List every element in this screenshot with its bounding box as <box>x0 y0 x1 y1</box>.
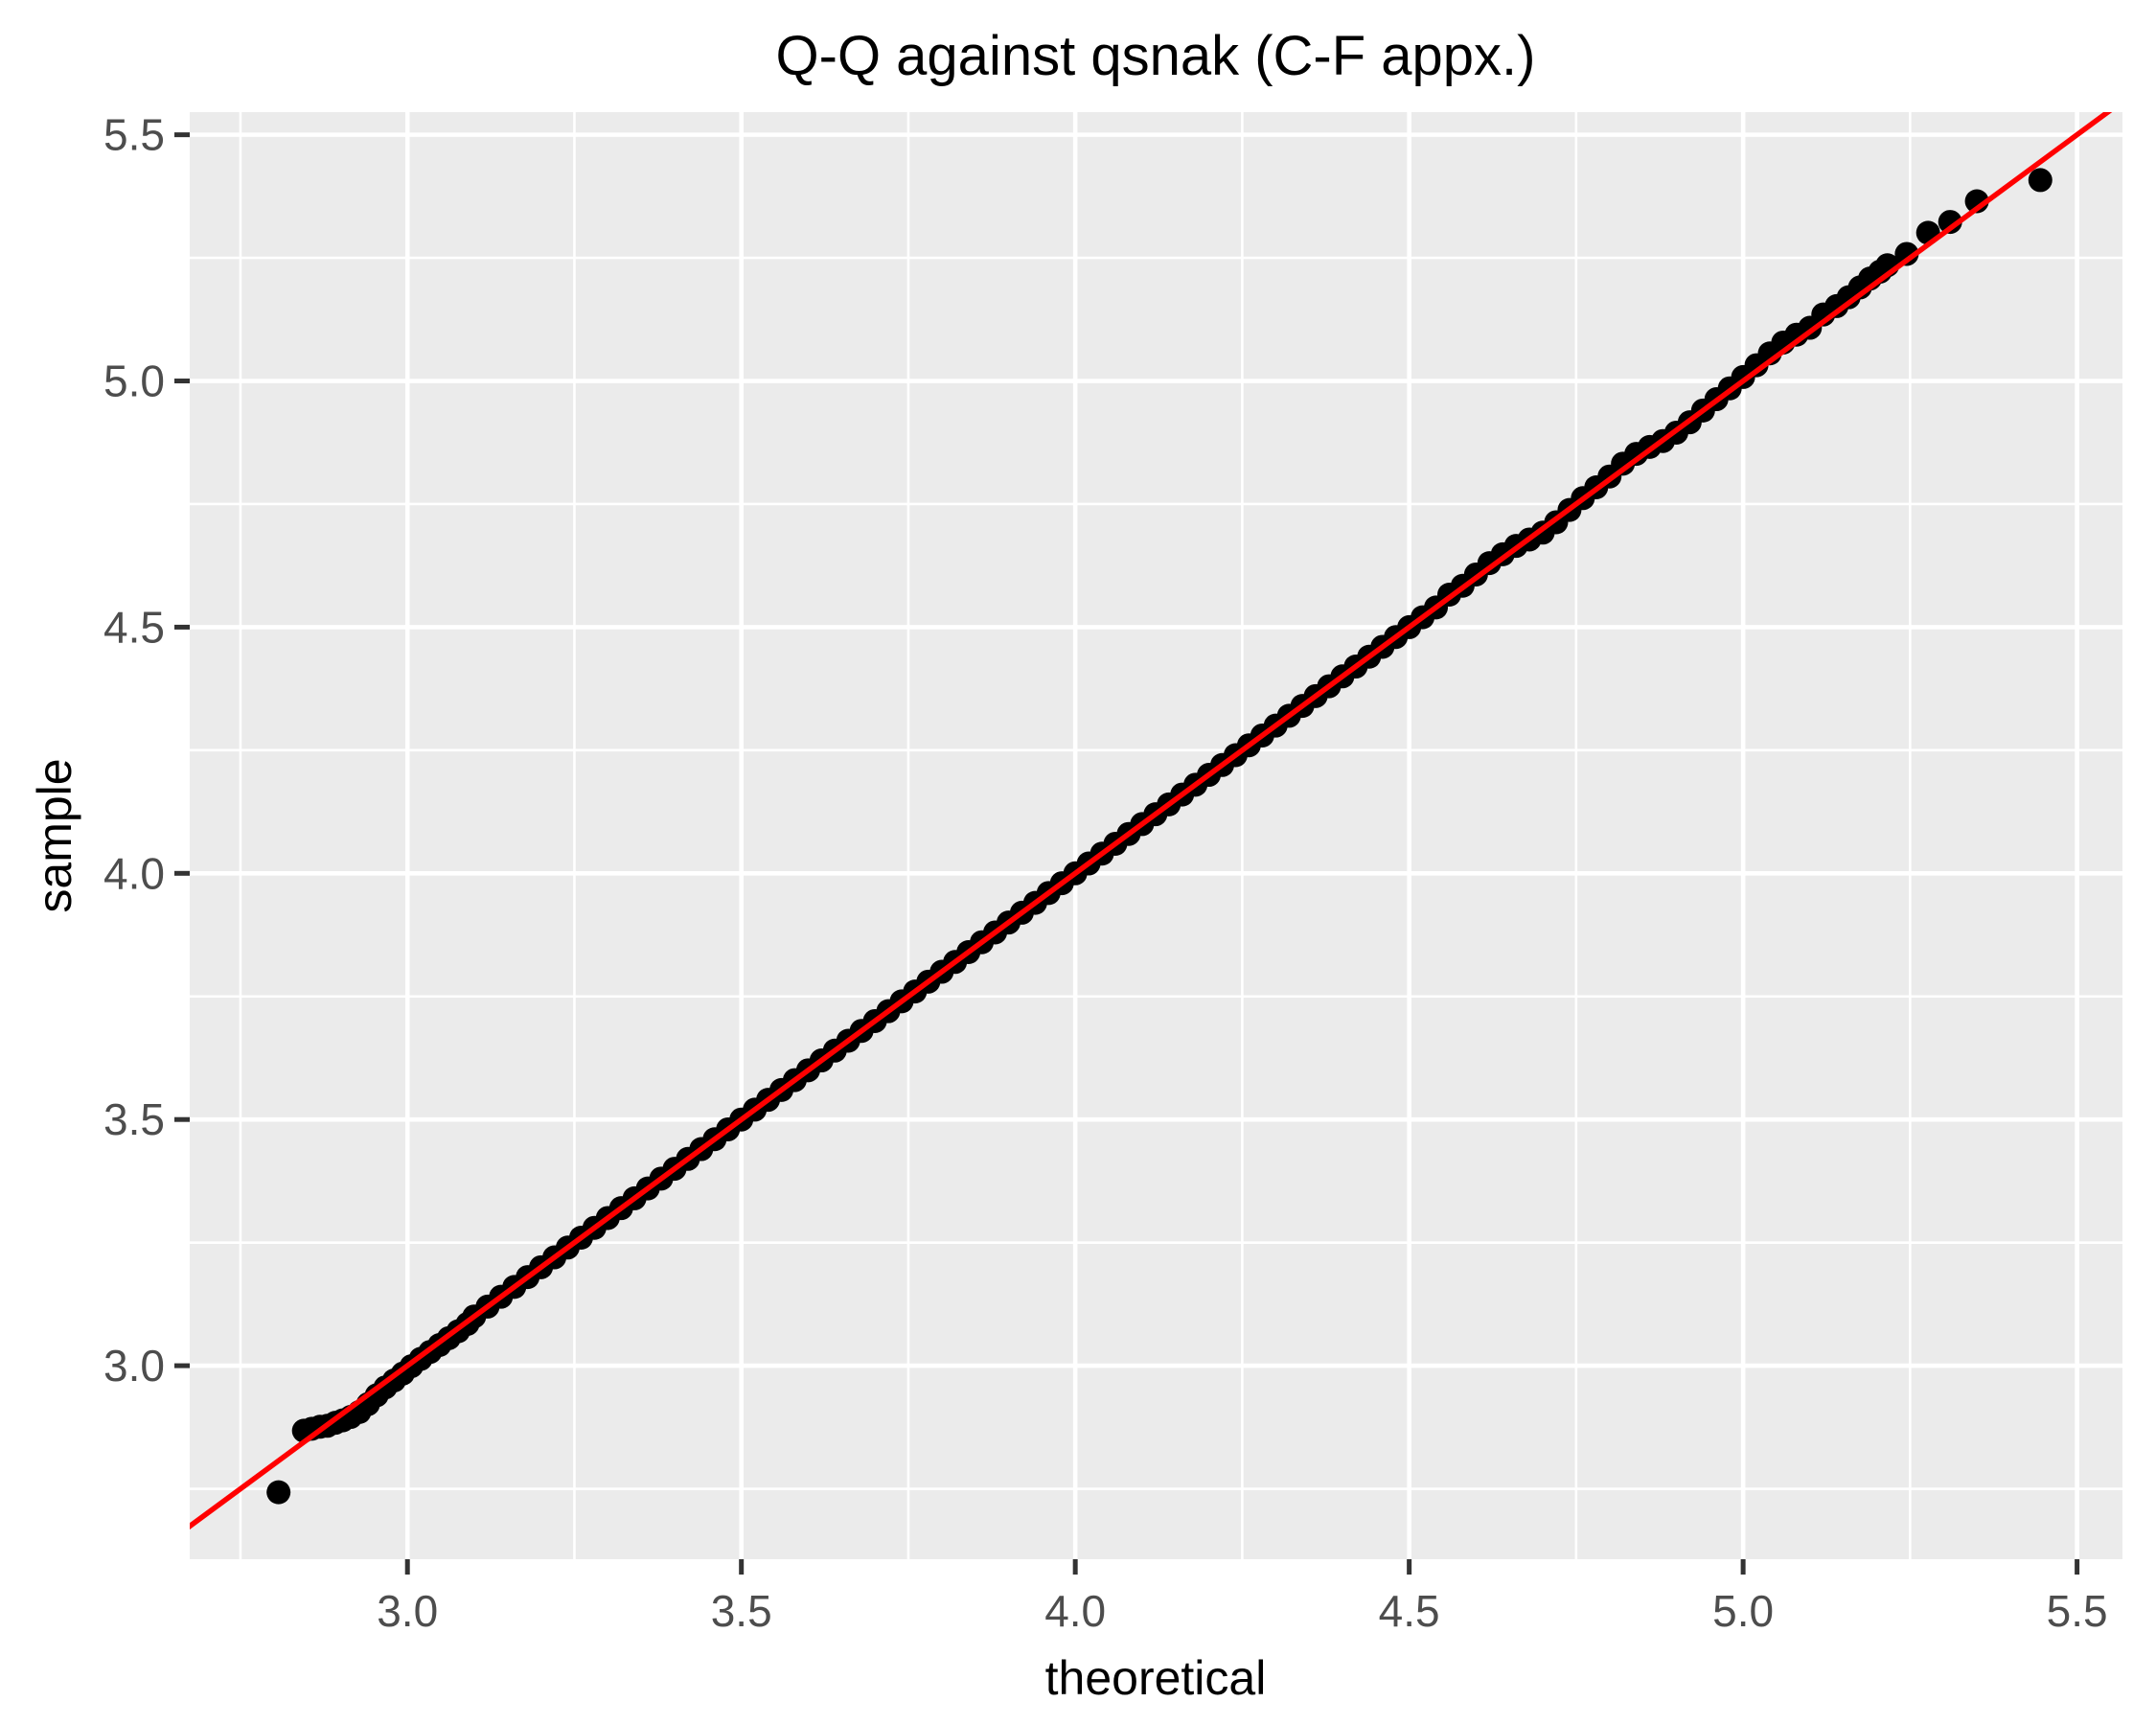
y-tick-label: 3.5 <box>103 1094 165 1144</box>
y-axis-title: sample <box>28 758 81 912</box>
x-axis-ticks: 3.0 3.5 4.0 4.5 5.0 5.5 <box>377 1559 2108 1636</box>
y-tick-label: 3.0 <box>103 1341 165 1391</box>
x-tick-label: 4.0 <box>1044 1586 1106 1636</box>
x-tick-label: 3.5 <box>711 1586 772 1636</box>
x-axis-title: theoretical <box>1045 1651 1267 1705</box>
identity-reference-line <box>190 112 2113 1530</box>
x-tick-label: 4.5 <box>1379 1586 1440 1636</box>
minor-gridlines <box>190 112 2122 1559</box>
x-tick-label: 5.5 <box>2047 1586 2108 1636</box>
major-gridlines <box>190 112 2122 1559</box>
y-tick-label: 5.5 <box>103 110 165 160</box>
x-tick-label: 3.0 <box>377 1586 438 1636</box>
plot-panel <box>190 112 2122 1559</box>
plot-title: Q-Q against qsnak (C-F appx.) <box>776 25 1536 87</box>
y-tick-label: 4.0 <box>103 848 165 898</box>
y-tick-label: 4.5 <box>103 602 165 652</box>
y-axis-ticks: 3.0 3.5 4.0 4.5 5.0 5.5 <box>103 110 190 1391</box>
y-tick-label: 5.0 <box>103 356 165 406</box>
x-tick-label: 5.0 <box>1712 1586 1774 1636</box>
